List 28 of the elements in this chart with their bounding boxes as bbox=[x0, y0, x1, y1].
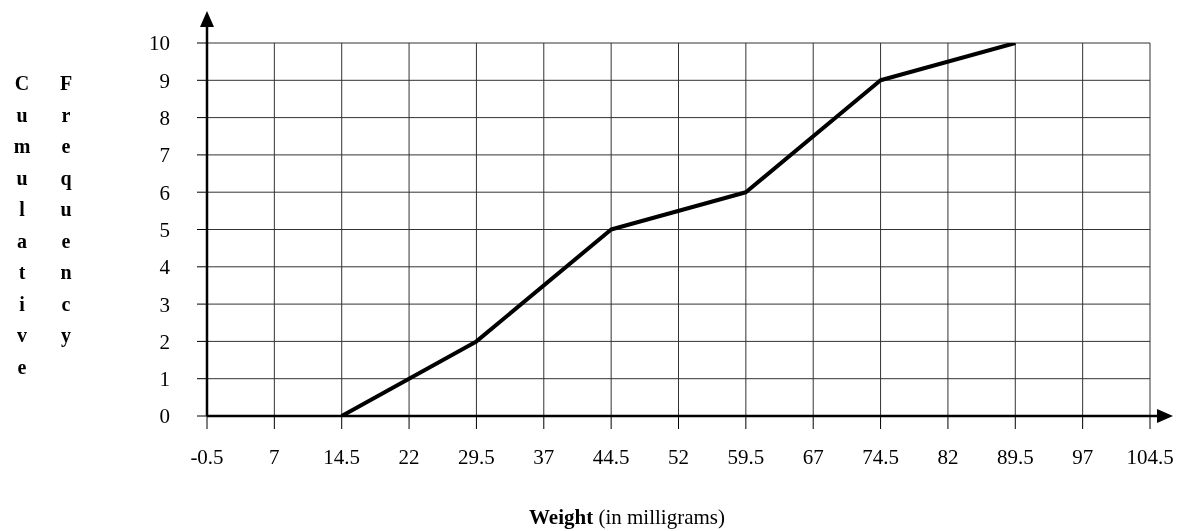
x-tick-label: 29.5 bbox=[458, 444, 495, 469]
x-tick-label: 22 bbox=[398, 444, 420, 469]
y-tick-label: 7 bbox=[159, 143, 170, 168]
y-tick-label: 8 bbox=[159, 106, 170, 131]
y-tick-label: 0 bbox=[159, 404, 170, 429]
x-tick-label: 89.5 bbox=[996, 444, 1034, 469]
y-tick-label: 9 bbox=[159, 68, 170, 93]
x-tick-label: 59.5 bbox=[727, 444, 765, 469]
x-tick-label: 52 bbox=[668, 444, 689, 469]
y-tick-label: 5 bbox=[159, 217, 170, 242]
y-tick-label: 1 bbox=[159, 367, 170, 392]
x-tick-label: 37 bbox=[533, 444, 555, 469]
x-axis-title: Weight (in milligrams) bbox=[529, 505, 725, 529]
y-tick-label: 3 bbox=[159, 292, 170, 317]
x-tick-label: 97 bbox=[1072, 444, 1094, 469]
y-tick-label: 6 bbox=[159, 180, 170, 205]
x-tick-label: 82 bbox=[937, 444, 959, 469]
y-tick-label: 10 bbox=[149, 31, 170, 56]
x-tick-label: 14.5 bbox=[323, 444, 361, 469]
x-tick-label: 104.5 bbox=[1126, 444, 1174, 469]
x-tick-label: 74.5 bbox=[862, 444, 899, 469]
x-tick-label: 7 bbox=[269, 444, 280, 469]
x-tick-label: 44.5 bbox=[592, 444, 630, 469]
y-tick-label: 4 bbox=[159, 255, 171, 280]
x-tick-label: -0.5 bbox=[190, 444, 224, 469]
x-tick-label: 67 bbox=[802, 444, 824, 469]
y-axis-title: Cumulative Frequency bbox=[10, 72, 78, 387]
y-tick-label: 2 bbox=[159, 329, 170, 354]
